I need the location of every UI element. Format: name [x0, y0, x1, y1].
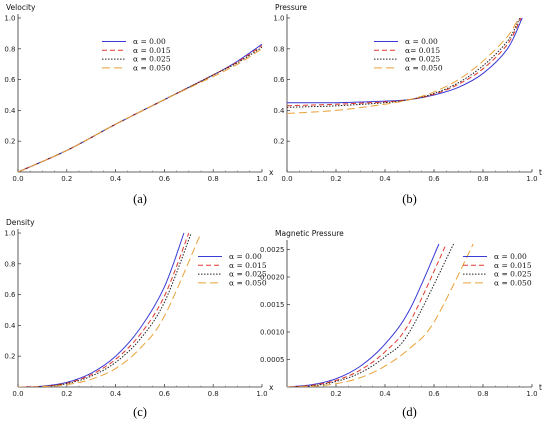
x-axis-label: t [539, 383, 542, 392]
x-tick-label: 1.0 [256, 390, 267, 398]
y-tick-label: 0.0020 [260, 274, 285, 282]
legend-entry-1: α = 0.00 [405, 37, 438, 46]
legend-entry-4: α = 0.050 [494, 278, 532, 287]
y-tick-label: 0.4 [4, 107, 16, 115]
panel-a: 0.0 0.2 0.4 0.6 0.8 1.0 0.2 0.4 0.6 0.8 1.0 Velocit… [4, 3, 274, 206]
x-tick-label: 0.0 [12, 175, 23, 183]
series-line-1 [18, 232, 185, 387]
y-tick-label: 0.0025 [260, 246, 285, 254]
x-axis-label: t [539, 168, 542, 177]
y-tick-label: 0.4 [273, 107, 285, 115]
x-tick-label: 0.2 [61, 175, 72, 183]
y-axis-label: Velocity [6, 3, 36, 12]
series-line-1 [287, 243, 440, 387]
series-line-2 [18, 232, 190, 387]
series-line-3 [18, 232, 192, 387]
y-tick-label: 0.8 [4, 260, 15, 268]
series-line-2 [287, 17, 522, 107]
y-tick-label: 0.4 [4, 322, 16, 330]
x-tick-label: 0.6 [159, 390, 171, 398]
y-tick-label: 0.2 [4, 138, 15, 146]
y-tick-label: 0.0010 [260, 329, 285, 337]
y-tick-label: 1.0 [4, 230, 15, 238]
panel-caption: (b) [402, 192, 417, 206]
legend-entry-1: α = 0.00 [229, 252, 262, 261]
legend-entry-4: α = 0.050 [133, 63, 171, 72]
legend-entry-2: α = 0.015 [494, 261, 532, 270]
series-line-4 [18, 232, 202, 387]
legend-entry-1: α = 0.00 [494, 252, 527, 261]
y-tick-label: 0.6 [273, 76, 285, 84]
x-tick-label: 0.8 [477, 390, 488, 398]
y-tick-label: 0.6 [4, 76, 16, 84]
series-line-4 [18, 48, 263, 172]
x-tick-label: 1.0 [526, 175, 537, 183]
y-tick-label: 0.8 [4, 45, 15, 53]
x-axis-label: x [269, 168, 274, 177]
x-axis-label: x [269, 383, 274, 392]
legend-entry-2: α = 0.015 [229, 261, 267, 270]
x-tick-label: 0.8 [208, 390, 219, 398]
series-line-4 [287, 17, 519, 114]
x-tick-label: 0.6 [159, 175, 171, 183]
y-tick-label: 0.0015 [260, 301, 285, 309]
legend-entry-4: α = 0.050 [405, 63, 443, 72]
panel-caption: (a) [133, 192, 147, 206]
x-tick-label: 1.0 [256, 175, 267, 183]
legend-entry-2: α = 0.015 [133, 46, 171, 55]
y-axis-label: Density [6, 218, 35, 227]
legend-entry-4: α = 0.050 [229, 278, 267, 287]
y-tick-label: 1.0 [273, 15, 284, 23]
x-tick-label: 0.2 [330, 175, 341, 183]
x-tick-label: 0.6 [428, 390, 440, 398]
legend-entry-3: α = 0.025 [229, 270, 267, 279]
x-tick-label: 0.0 [281, 175, 292, 183]
y-tick-label: 0.0005 [260, 356, 285, 364]
x-tick-label: 0.8 [208, 175, 219, 183]
x-tick-label: 0.4 [379, 390, 391, 398]
x-tick-label: 1.0 [526, 390, 537, 398]
legend-entry-3: α = 0.025 [494, 270, 532, 279]
y-axis-label: Pressure [275, 3, 307, 12]
y-tick-label: 1.0 [4, 15, 15, 23]
series-line-4 [287, 243, 474, 387]
legend-entry-2: α= 0.015 [405, 46, 440, 55]
legend-entry-3: α= 0.025 [405, 55, 440, 64]
y-tick-label: 0.2 [4, 353, 15, 361]
y-tick-label: 0.6 [4, 291, 16, 299]
series-line-2 [287, 243, 447, 387]
y-axis-label: Magnetic Pressure [275, 229, 344, 238]
x-tick-label: 0.0 [12, 390, 23, 398]
legend-entry-1: α = 0.00 [133, 37, 166, 46]
series-line-1 [287, 17, 523, 104]
y-tick-label: 0.2 [273, 138, 284, 146]
x-tick-label: 0.2 [61, 390, 72, 398]
series-line-3 [287, 243, 455, 387]
y-tick-label: 0.8 [273, 45, 284, 53]
panel-b: 0.0 0.2 0.4 0.6 0.8 1.0 0.2 0.4 0.6 0.8 1.0 Pressur… [273, 3, 542, 206]
panel-caption: (d) [402, 405, 417, 419]
panel-c: 0.0 0.2 0.4 0.6 0.8 1.0 0.2 0.4 0.6 0.8 1.0 Density… [4, 218, 274, 419]
x-tick-label: 0.8 [477, 175, 488, 183]
series-line-3 [287, 17, 521, 108]
x-tick-label: 0.6 [428, 175, 440, 183]
x-tick-label: 0.4 [379, 175, 391, 183]
x-tick-label: 0.4 [110, 175, 122, 183]
legend-entry-3: α = 0.025 [133, 55, 171, 64]
x-tick-label: 0.2 [330, 390, 341, 398]
x-tick-label: 0.4 [110, 390, 122, 398]
panel-d: 0.2 0.4 0.6 0.8 1.0 0.0005 0.0010 0.0015 0.0020 0… [260, 229, 542, 419]
panel-caption: (c) [133, 405, 147, 419]
